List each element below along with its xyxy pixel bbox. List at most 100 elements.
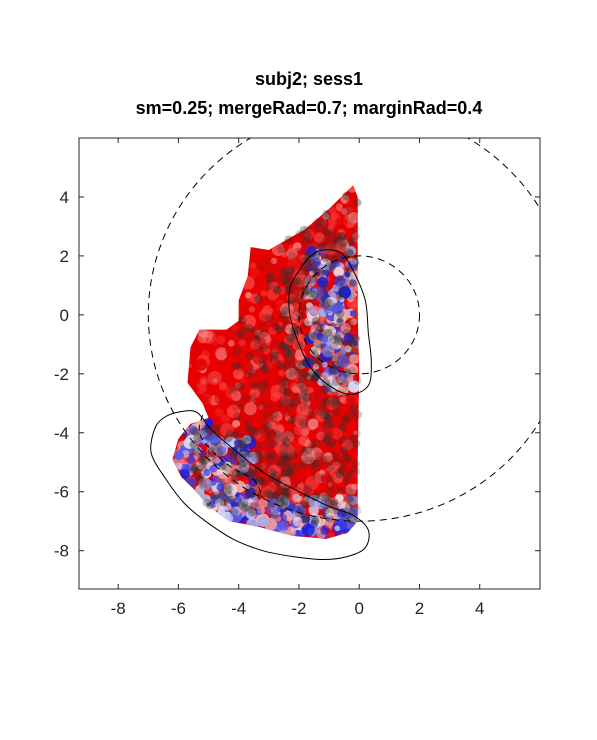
x-tick-label: -2 — [291, 599, 306, 618]
surface-cell — [280, 394, 292, 406]
overlay-point — [277, 458, 286, 467]
negative-cell — [350, 258, 358, 265]
overlay-point — [245, 488, 254, 497]
overlay-point — [238, 453, 247, 462]
surface-cell — [200, 348, 206, 354]
overlay-point — [295, 312, 305, 321]
surface-cell — [246, 427, 251, 432]
overlay-point — [326, 463, 335, 472]
overlay-point — [281, 378, 290, 388]
negative-cell — [188, 425, 198, 435]
overlay-point — [320, 432, 329, 442]
overlay-point — [344, 206, 353, 215]
overlay-point — [284, 399, 293, 408]
overlay-point — [275, 486, 284, 495]
overlay-point — [305, 453, 314, 462]
negative-cell — [309, 345, 321, 357]
surface-cell — [257, 337, 267, 346]
surface-cell — [319, 469, 326, 476]
contour-lines — [150, 249, 372, 561]
overlay-point — [342, 328, 351, 338]
surface-cell — [272, 411, 283, 422]
overlay-point — [209, 431, 219, 440]
overlay-point — [253, 342, 262, 351]
surface-cell — [318, 223, 323, 228]
surface-cell — [270, 302, 278, 310]
overlay-point — [308, 367, 317, 377]
surface-cell — [254, 430, 267, 442]
overlay-point — [336, 289, 346, 299]
overlay-point — [223, 487, 232, 496]
dashed-circle-0 — [147, 138, 540, 522]
overlay-point — [212, 424, 222, 433]
surface-cell — [301, 427, 310, 436]
overlay-point — [331, 361, 341, 370]
negative-cell — [203, 469, 211, 477]
surface-cell — [268, 326, 277, 336]
overlay-point — [280, 268, 289, 277]
overlay-point — [304, 446, 313, 455]
overlay-point — [344, 347, 353, 357]
surface-cell — [205, 337, 210, 342]
overlay-point — [321, 227, 330, 236]
surface-cell — [282, 431, 295, 443]
overlay-point — [333, 249, 343, 258]
overlay-point — [302, 393, 311, 402]
overlay-point — [322, 409, 331, 418]
overlay-point — [312, 459, 321, 468]
overlay-point — [313, 223, 322, 232]
overlay-point — [314, 339, 323, 349]
surface-cell — [218, 382, 228, 391]
overlay-point — [260, 343, 269, 352]
overlay-point — [265, 314, 275, 323]
overlay-point — [250, 492, 259, 501]
overlay-point — [337, 466, 346, 476]
overlay-point — [243, 423, 253, 432]
overlay-point — [264, 462, 273, 471]
overlay-point — [281, 408, 291, 417]
surface-cell — [270, 257, 277, 265]
surface-cell — [328, 412, 334, 417]
overlay-point — [353, 198, 362, 207]
surface-cell — [268, 421, 277, 430]
overlay-point — [277, 360, 286, 370]
overlay-point — [290, 296, 299, 305]
y-tick-label: 2 — [60, 247, 69, 266]
overlay-point — [353, 410, 363, 419]
overlay-point — [311, 516, 320, 525]
surface-cell — [301, 450, 315, 465]
overlay-point — [333, 457, 342, 466]
surface-cell — [233, 368, 245, 380]
negative-value-layer — [172, 245, 360, 539]
overlay-point — [282, 490, 292, 500]
overlay-point — [302, 514, 311, 523]
overlay-point — [289, 399, 298, 408]
overlay-point — [281, 488, 290, 498]
y-tick-label: 0 — [60, 306, 69, 325]
surface-cell — [236, 346, 241, 351]
overlay-point — [351, 503, 360, 512]
overlay-point — [193, 474, 202, 483]
overlay-point — [352, 467, 361, 476]
overlay-point — [236, 500, 246, 509]
overlay-point — [257, 322, 267, 331]
surface-cell — [295, 407, 309, 421]
overlay-point — [301, 237, 311, 246]
overlay-point — [295, 312, 304, 321]
overlay-point — [254, 294, 263, 304]
overlay-point — [190, 463, 200, 472]
negative-cell — [267, 497, 278, 508]
overlay-point — [276, 273, 285, 283]
overlay-point — [289, 307, 299, 317]
overlay-point — [334, 234, 343, 243]
surface-cell — [238, 339, 246, 347]
negative-cell — [336, 508, 347, 518]
negative-cell — [269, 508, 280, 519]
surface-cell — [302, 406, 312, 416]
overlay-point — [348, 279, 358, 288]
negative-cell — [346, 246, 357, 257]
overlay-point — [257, 489, 267, 499]
negative-cell — [174, 450, 184, 460]
negative-cell — [248, 477, 258, 487]
surface-cell — [226, 404, 241, 418]
